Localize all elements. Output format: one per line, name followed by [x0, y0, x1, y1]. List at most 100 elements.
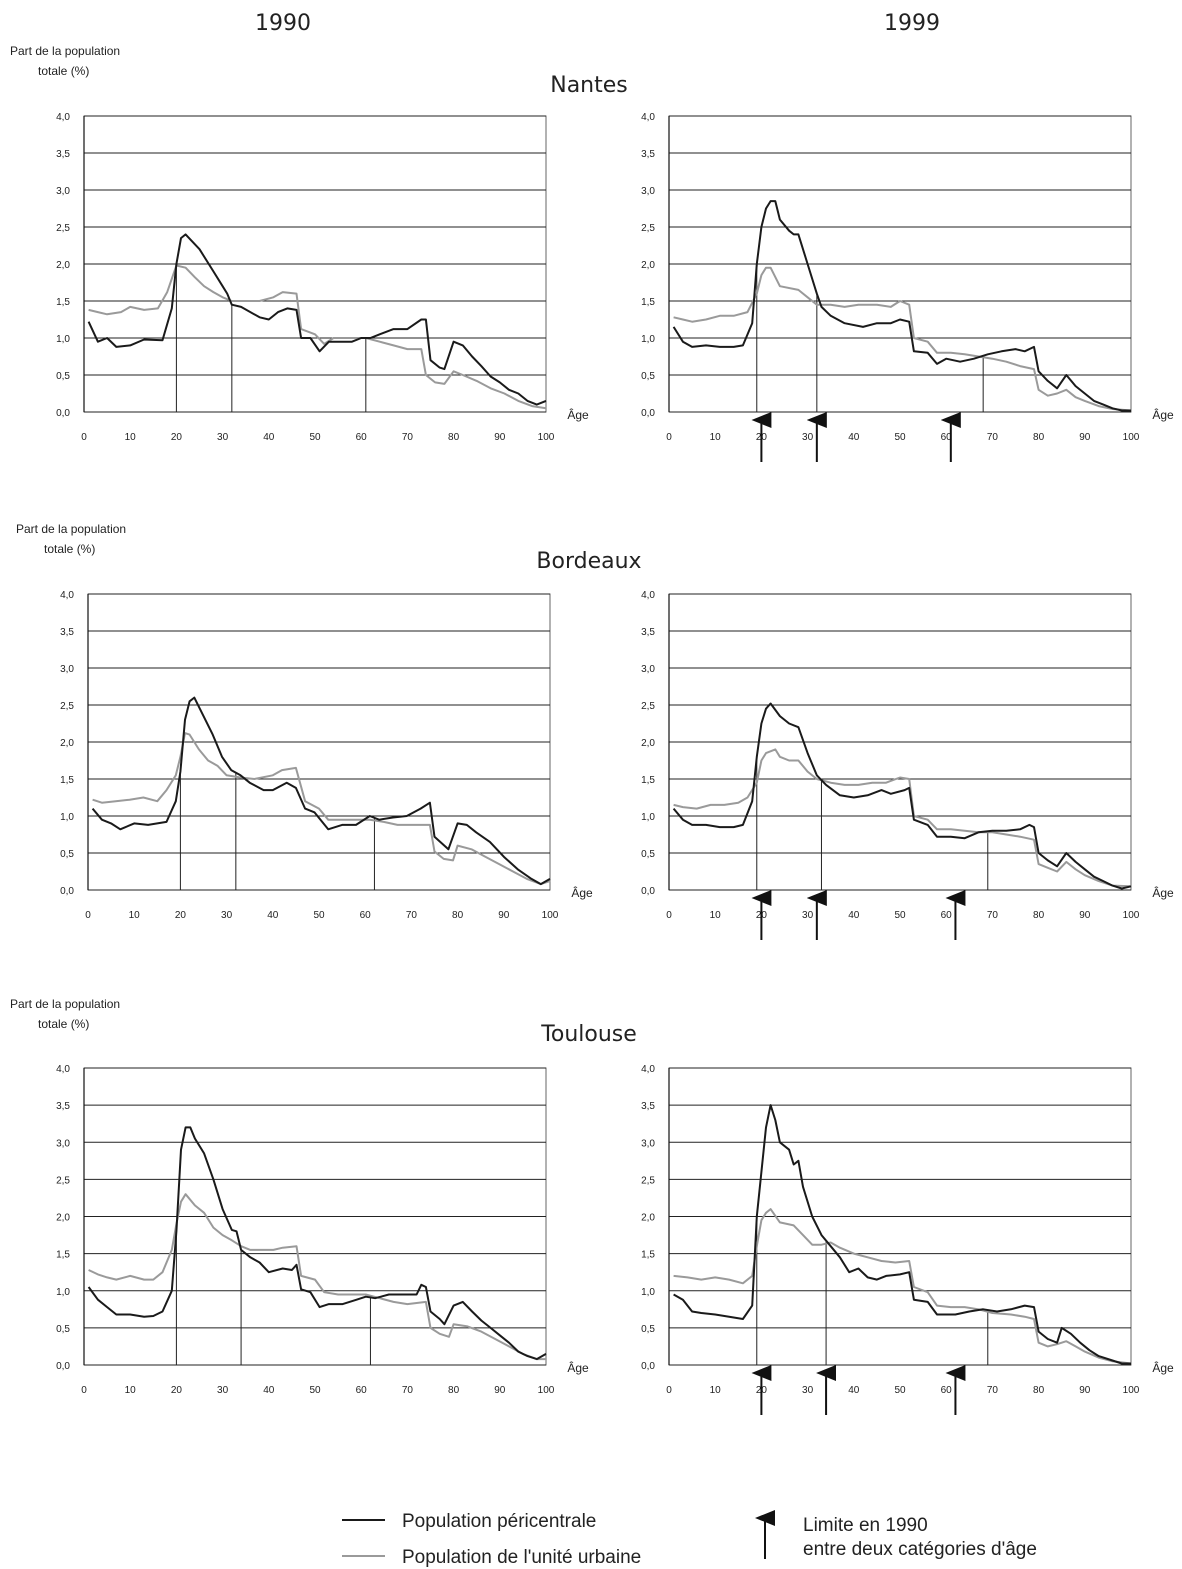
x-tick-label: 40: [848, 432, 860, 443]
x-tick-label: 100: [538, 432, 555, 443]
x-tick-label: 0: [666, 432, 672, 443]
y-tick-label: 2,5: [60, 701, 74, 712]
y-tick-label: 0,0: [56, 408, 70, 419]
y-tick-label: 4,0: [641, 112, 655, 123]
x-tick-label: 50: [894, 432, 906, 443]
y-tick-label: 0,5: [641, 1324, 655, 1335]
y-tick-label: 0,0: [641, 408, 655, 419]
y-tick-label: 3,5: [60, 627, 74, 638]
y-tick-label: 0,5: [641, 371, 655, 382]
series-line-unite-urbaine: [673, 1208, 1132, 1365]
y-tick-label: 0,0: [641, 1361, 655, 1372]
legend: Population péricentrale Population de l'…: [342, 1510, 1037, 1568]
y-tick-label: 4,0: [56, 1064, 70, 1075]
x-tick-label: 60: [941, 910, 953, 921]
legend-label-pericentrale: Population péricentrale: [402, 1511, 596, 1532]
y-tick-label: 1,0: [641, 1287, 655, 1298]
x-tick-label: 10: [710, 432, 722, 443]
x-tick-label: 10: [125, 432, 137, 443]
y-tick-label: 1,5: [56, 1250, 70, 1261]
y-axis-title-toulouse: Part de la population totale (%): [10, 997, 120, 1031]
series-line-unite-urbaine: [88, 264, 547, 410]
y-tick-label: 1,0: [56, 334, 70, 345]
series-line-unite-urbaine: [673, 266, 1132, 412]
x-tick-label: 70: [987, 910, 999, 921]
y-axis-title-nantes: Part de la population totale (%): [10, 44, 120, 78]
x-tick-label: 80: [1033, 1385, 1045, 1396]
series-line-unite-urbaine: [673, 748, 1132, 888]
y-tick-label: 0,5: [60, 849, 74, 860]
x-tick-label: 70: [987, 1385, 999, 1396]
y-tick-label: 3,5: [56, 149, 70, 160]
x-tick-label: 20: [175, 910, 187, 921]
y-tick-label: 4,0: [60, 590, 74, 601]
x-tick-label: 30: [802, 432, 814, 443]
y-tick-label: 1,0: [641, 812, 655, 823]
year-header-1999: 1999: [884, 11, 940, 36]
x-tick-label: 40: [267, 910, 279, 921]
x-tick-label: 0: [666, 910, 672, 921]
y-tick-label: 4,0: [641, 590, 655, 601]
x-tick-label: 50: [313, 910, 325, 921]
x-tick-label: 90: [1079, 910, 1091, 921]
x-tick-label: 100: [1123, 910, 1140, 921]
chart-nantes-1999: 4,03,53,02,52,01,51,00,50,00102030405060…: [641, 112, 1174, 462]
chart-toulouse-1999: 4,03,53,02,52,01,51,00,50,00102030405060…: [641, 1064, 1174, 1415]
x-tick-label: 10: [710, 910, 722, 921]
y-tick-label: 3,0: [60, 664, 74, 675]
y-tick-label: 3,0: [641, 1138, 655, 1149]
x-tick-label: 50: [309, 1385, 321, 1396]
x-tick-label: 50: [894, 1385, 906, 1396]
x-tick-label: 0: [81, 432, 87, 443]
x-tick-label: 10: [710, 1385, 722, 1396]
legend-label-arrow-line2: entre deux catégories d'âge: [803, 1539, 1037, 1560]
y-tick-label: 1,5: [56, 297, 70, 308]
y-tick-label: 2,0: [641, 738, 655, 749]
series-line-unite-urbaine: [92, 732, 551, 886]
x-axis-title: Âge: [1152, 1360, 1174, 1375]
y-tick-label: 3,5: [56, 1101, 70, 1112]
y-tick-label: 2,0: [641, 1213, 655, 1224]
x-tick-label: 100: [1123, 1385, 1140, 1396]
x-tick-label: 50: [894, 910, 906, 921]
city-title-nantes: Nantes: [550, 73, 628, 98]
y-tick-label: 3,0: [641, 186, 655, 197]
x-tick-label: 80: [452, 910, 464, 921]
y-tick-label: 1,0: [56, 1287, 70, 1298]
x-axis-title: Âge: [567, 407, 589, 422]
y-tick-label: 2,5: [56, 223, 70, 234]
x-tick-label: 100: [1123, 432, 1140, 443]
series-line-pericentrale: [672, 702, 1132, 890]
x-tick-label: 60: [360, 910, 372, 921]
x-axis-title: Âge: [1152, 885, 1174, 900]
y-tick-label: 0,0: [60, 886, 74, 897]
y-tick-label: 4,0: [56, 112, 70, 123]
x-tick-label: 80: [448, 1385, 460, 1396]
y-tick-label: 1,5: [60, 775, 74, 786]
y-tick-label: 3,0: [56, 1138, 70, 1149]
x-tick-label: 30: [221, 910, 233, 921]
year-header-1990: 1990: [255, 11, 311, 36]
y-tick-label: 1,5: [641, 297, 655, 308]
x-tick-label: 90: [498, 910, 510, 921]
x-tick-label: 40: [848, 910, 860, 921]
x-tick-label: 0: [81, 1385, 87, 1396]
x-axis-title: Âge: [1152, 407, 1174, 422]
x-tick-label: 90: [1079, 432, 1091, 443]
y-tick-label: 0,5: [641, 849, 655, 860]
y-tick-label: 2,5: [56, 1175, 70, 1186]
y-tick-label: 3,5: [641, 1101, 655, 1112]
series-line-pericentrale: [87, 233, 547, 406]
x-tick-label: 30: [217, 1385, 229, 1396]
y-tick-label: 1,0: [60, 812, 74, 823]
y-tick-label: 0,0: [56, 1361, 70, 1372]
x-tick-label: 70: [987, 432, 999, 443]
y-tick-label: 3,5: [641, 627, 655, 638]
x-axis-title: Âge: [567, 1360, 589, 1375]
y-tick-label: 2,5: [641, 701, 655, 712]
y-tick-label: 2,5: [641, 1175, 655, 1186]
x-tick-label: 60: [356, 1385, 368, 1396]
x-tick-label: 100: [542, 910, 559, 921]
x-tick-label: 90: [494, 432, 506, 443]
